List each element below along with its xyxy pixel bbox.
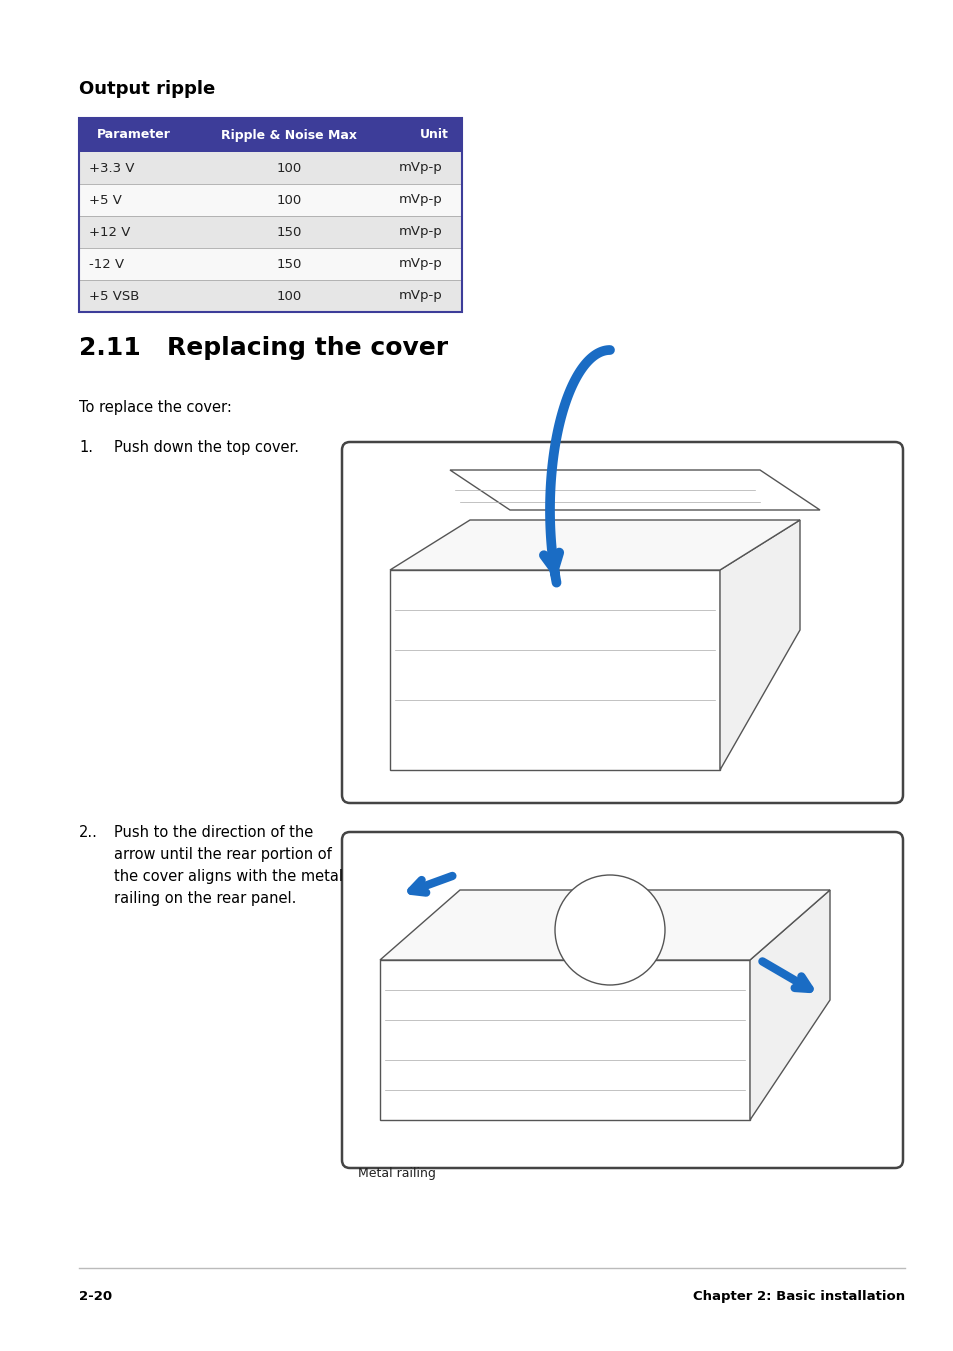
- Bar: [79, 153, 461, 184]
- Polygon shape: [749, 890, 829, 1120]
- Bar: [79, 184, 461, 216]
- Text: Chapter 2: Basic installation: Chapter 2: Basic installation: [692, 1290, 904, 1302]
- Polygon shape: [379, 890, 829, 961]
- Text: Ripple & Noise Max: Ripple & Noise Max: [221, 128, 356, 142]
- FancyBboxPatch shape: [341, 832, 902, 1169]
- Text: +5 V: +5 V: [89, 193, 122, 207]
- Text: the cover aligns with the metal: the cover aligns with the metal: [113, 869, 343, 884]
- Bar: [79, 216, 461, 249]
- Text: +5 VSB: +5 VSB: [89, 289, 139, 303]
- Text: Unit: Unit: [419, 128, 448, 142]
- Text: railing on the rear panel.: railing on the rear panel.: [113, 892, 296, 907]
- Bar: [379, 961, 749, 1120]
- Text: 150: 150: [276, 226, 301, 239]
- Text: 2-20: 2-20: [79, 1290, 112, 1302]
- Text: Output ripple: Output ripple: [79, 80, 215, 99]
- Text: mVp-p: mVp-p: [398, 193, 442, 207]
- Text: 2..: 2..: [79, 825, 98, 840]
- Text: 150: 150: [276, 258, 301, 270]
- Text: arrow until the rear portion of: arrow until the rear portion of: [113, 847, 332, 862]
- Text: To replace the cover:: To replace the cover:: [79, 400, 232, 415]
- Bar: [390, 570, 720, 770]
- Text: mVp-p: mVp-p: [398, 258, 442, 270]
- Text: 2.11   Replacing the cover: 2.11 Replacing the cover: [79, 336, 448, 359]
- Text: 100: 100: [276, 162, 301, 174]
- Bar: [79, 118, 461, 153]
- Text: 1.: 1.: [79, 440, 92, 455]
- Polygon shape: [450, 470, 820, 509]
- Text: 100: 100: [276, 289, 301, 303]
- Bar: [79, 280, 461, 312]
- Polygon shape: [720, 520, 800, 770]
- Circle shape: [555, 875, 664, 985]
- Text: mVp-p: mVp-p: [398, 226, 442, 239]
- Text: Metal railing: Metal railing: [357, 1167, 436, 1179]
- Text: -12 V: -12 V: [89, 258, 124, 270]
- Text: +3.3 V: +3.3 V: [89, 162, 134, 174]
- Text: Parameter: Parameter: [97, 128, 171, 142]
- FancyBboxPatch shape: [341, 442, 902, 802]
- Text: mVp-p: mVp-p: [398, 162, 442, 174]
- Text: +12 V: +12 V: [89, 226, 131, 239]
- Text: 100: 100: [276, 193, 301, 207]
- Bar: [79, 249, 461, 280]
- Polygon shape: [390, 520, 800, 570]
- Bar: [79, 118, 461, 312]
- Text: Push down the top cover.: Push down the top cover.: [113, 440, 298, 455]
- Text: Push to the direction of the: Push to the direction of the: [113, 825, 313, 840]
- Text: mVp-p: mVp-p: [398, 289, 442, 303]
